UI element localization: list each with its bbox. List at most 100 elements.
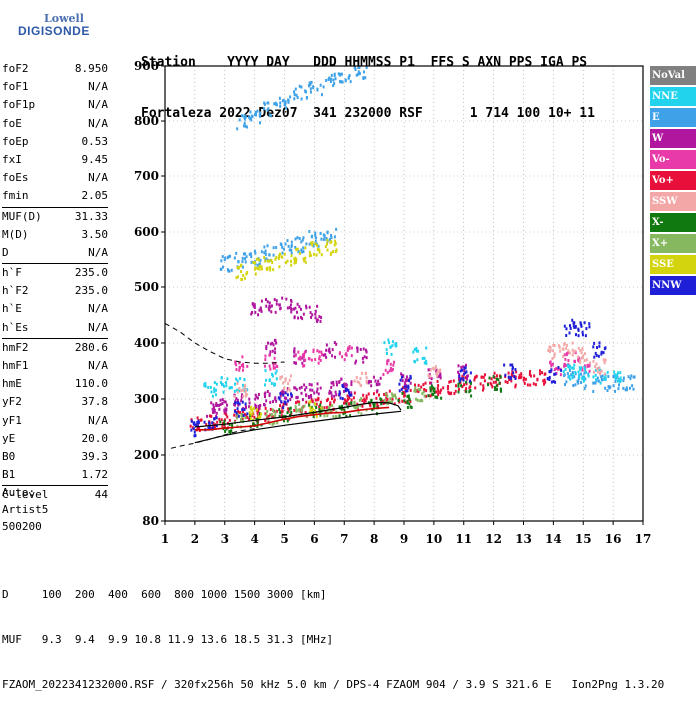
data-point — [490, 383, 493, 387]
data-point — [245, 125, 248, 129]
data-point — [581, 330, 584, 334]
data-point — [308, 400, 311, 404]
data-point — [330, 385, 333, 389]
data-point — [240, 277, 243, 281]
data-point — [311, 240, 314, 244]
data-point — [354, 406, 357, 410]
data-point — [382, 401, 385, 405]
data-point — [514, 383, 517, 387]
data-point — [301, 317, 304, 321]
param-name: MUF(D) — [2, 209, 42, 223]
data-point — [272, 253, 275, 257]
data-point — [446, 386, 449, 390]
data-point — [237, 260, 240, 264]
y-tick-label: 900 — [134, 59, 159, 73]
data-point — [345, 402, 348, 406]
data-point — [553, 343, 556, 347]
autoscaling-info: Auto: Artist5 500200 — [2, 484, 48, 535]
data-point — [392, 363, 395, 367]
data-point — [357, 70, 360, 74]
data-point — [369, 404, 372, 408]
data-point — [436, 369, 439, 373]
data-point — [417, 387, 420, 391]
data-point — [207, 426, 210, 430]
data-point — [565, 380, 568, 384]
data-point — [231, 423, 234, 427]
data-point — [338, 73, 341, 77]
data-point — [377, 379, 380, 383]
param-row: foEs N/A — [2, 169, 108, 187]
data-point — [285, 297, 288, 301]
data-point — [300, 409, 303, 413]
data-point — [284, 377, 287, 381]
param-name: yF1 — [2, 413, 22, 427]
data-point — [309, 410, 312, 414]
data-point — [213, 408, 216, 412]
data-point — [388, 389, 391, 393]
data-point — [584, 384, 587, 388]
param-value: 39.3 — [81, 449, 109, 463]
data-point — [520, 372, 523, 376]
data-point — [341, 80, 344, 84]
data-point — [324, 245, 327, 249]
data-point — [316, 387, 319, 391]
data-point — [354, 361, 357, 365]
data-point — [289, 413, 292, 417]
data-point — [211, 407, 214, 411]
data-point — [594, 368, 597, 372]
data-point — [243, 412, 246, 416]
data-point — [603, 372, 606, 376]
data-point — [338, 390, 341, 394]
data-point — [257, 313, 260, 317]
data-point — [307, 402, 310, 406]
data-point — [532, 382, 535, 386]
data-point — [403, 383, 406, 387]
data-point — [290, 374, 293, 378]
data-point — [402, 374, 405, 378]
data-point — [279, 392, 282, 396]
data-point — [391, 400, 394, 404]
data-point — [504, 373, 507, 377]
data-point — [318, 407, 321, 411]
data-point — [273, 409, 276, 413]
data-point — [414, 386, 417, 390]
data-point — [372, 392, 375, 396]
param-row: fmin 2.05 — [2, 187, 108, 205]
data-point — [573, 375, 576, 379]
data-point — [294, 405, 297, 409]
data-point — [465, 370, 468, 374]
data-point — [350, 380, 353, 384]
data-point — [314, 398, 317, 402]
data-point — [602, 351, 605, 355]
data-point — [319, 386, 322, 390]
data-point — [340, 72, 343, 76]
data-point — [263, 251, 266, 255]
data-point — [278, 265, 281, 269]
data-point — [311, 407, 314, 411]
data-point — [296, 302, 299, 306]
data-point — [271, 341, 274, 345]
data-point — [579, 349, 582, 353]
data-point — [284, 391, 287, 395]
data-point — [275, 377, 278, 381]
data-point — [283, 396, 286, 400]
data-point — [315, 253, 318, 257]
data-point — [203, 383, 206, 387]
data-point — [347, 346, 350, 350]
data-point — [295, 388, 298, 392]
data-point — [289, 259, 292, 263]
data-point — [271, 413, 274, 417]
data-point — [335, 393, 338, 397]
data-point — [435, 372, 438, 376]
data-point — [264, 406, 267, 410]
data-point — [547, 348, 550, 352]
data-point — [256, 411, 259, 415]
data-point — [241, 114, 244, 118]
data-point — [241, 355, 244, 359]
param-value: 1.72 — [81, 468, 109, 482]
data-point — [235, 368, 238, 372]
data-point — [386, 359, 389, 363]
data-point — [583, 387, 586, 391]
data-point — [511, 363, 514, 367]
data-point — [303, 352, 306, 356]
